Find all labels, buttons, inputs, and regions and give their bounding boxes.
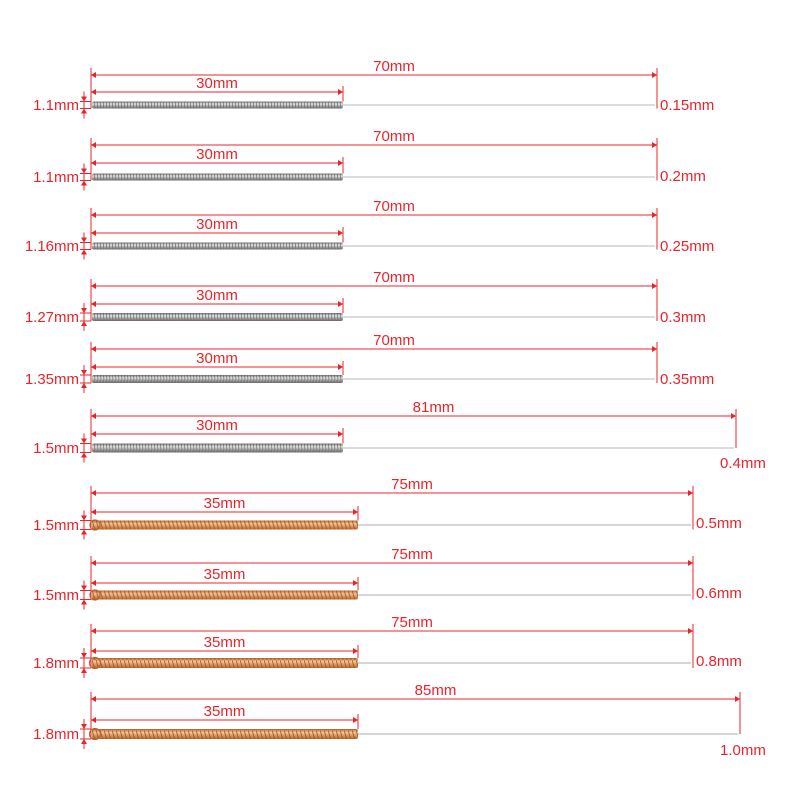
needle-row: 70mm 30mm 1.16mm 0.25mm [25, 198, 714, 260]
handle-diameter-marker [80, 91, 91, 119]
coil-length-dimension [91, 580, 358, 586]
handle-diameter-marker [80, 648, 91, 678]
handle-diameter-label: 1.5mm [33, 517, 79, 534]
total-length-label: 75mm [391, 476, 433, 493]
needle-row: 75mm 35mm 1.8mm 0.8mm [33, 614, 742, 678]
handle-coil-texture [92, 173, 343, 181]
total-length-label: 81mm [413, 399, 455, 416]
handle-diameter-marker [80, 232, 91, 260]
needle-diameter-label: 1.0mm [720, 742, 766, 759]
total-length-dimension [91, 72, 657, 78]
handle-diameter-marker [80, 303, 91, 331]
total-length-dimension [91, 413, 736, 419]
coil-length-label: 35mm [204, 495, 246, 512]
total-length-label: 70mm [373, 198, 415, 215]
coil-length-dimension [91, 509, 358, 515]
total-length-label: 75mm [391, 614, 433, 631]
handle-diameter-marker [80, 719, 91, 749]
total-length-dimension [91, 283, 657, 289]
needle-row: 81mm 30mm 1.5mm 0.4mm [33, 399, 766, 472]
needle-row: 70mm 30mm 1.35mm 0.35mm [25, 332, 714, 393]
coil-length-label: 30mm [196, 350, 238, 367]
needle-row: 70mm 30mm 1.1mm 0.2mm [33, 128, 706, 191]
coil-length-label: 30mm [196, 417, 238, 434]
coil-length-label: 30mm [196, 75, 238, 92]
total-length-dimension [91, 628, 693, 634]
total-length-label: 70mm [373, 332, 415, 349]
handle-diameter-label: 1.16mm [25, 238, 79, 255]
coil-length-dimension [91, 717, 358, 723]
needle-row: 75mm 35mm 1.5mm 0.6mm [33, 546, 742, 610]
handle-coil-texture [92, 590, 358, 600]
needle-diameter-label: 0.35mm [660, 371, 714, 388]
total-length-dimension [91, 346, 657, 352]
needle-row: 70mm 30mm 1.27mm 0.3mm [25, 269, 706, 331]
coil-length-label: 35mm [204, 566, 246, 583]
needle-row: 70mm 30mm 1.1mm 0.15mm [33, 58, 714, 119]
coil-length-label: 35mm [204, 703, 246, 720]
handle-coil-texture [92, 313, 343, 321]
total-length-dimension [91, 142, 657, 148]
handle-coil-texture [92, 520, 358, 530]
coil-length-label: 35mm [204, 634, 246, 651]
needle-diameter-label: 0.25mm [660, 238, 714, 255]
coil-length-dimension [91, 89, 343, 95]
handle-diameter-label: 1.35mm [25, 371, 79, 388]
handle-diameter-label: 1.1mm [33, 97, 79, 114]
needle-diameter-label: 0.8mm [696, 653, 742, 670]
handle-coil-texture [92, 242, 343, 250]
handle-tail-loop [89, 519, 101, 531]
total-length-label: 70mm [373, 128, 415, 145]
handle-tail-loop [88, 727, 102, 741]
total-length-dimension [91, 490, 693, 496]
handle-diameter-label: 1.27mm [25, 309, 79, 326]
handle-diameter-marker [80, 433, 91, 463]
handle-coil-texture [92, 658, 358, 668]
needle-diameter-label: 0.15mm [660, 97, 714, 114]
needle-row: 85mm 35mm 1.8mm 1.0mm [33, 682, 766, 759]
handle-diameter-label: 1.8mm [33, 655, 79, 672]
coil-length-dimension [91, 364, 343, 370]
needle-diameter-label: 0.3mm [660, 309, 706, 326]
handle-coil-texture [92, 443, 343, 453]
coil-length-label: 30mm [196, 287, 238, 304]
handle-diameter-marker [80, 510, 91, 540]
needle-diameter-label: 0.6mm [696, 585, 742, 602]
handle-diameter-marker [80, 580, 91, 610]
needle-diameter-label: 0.4mm [720, 455, 766, 472]
total-length-dimension [91, 560, 693, 566]
coil-length-dimension [91, 648, 358, 654]
coil-length-label: 30mm [196, 216, 238, 233]
total-length-label: 70mm [373, 269, 415, 286]
coil-length-dimension [91, 160, 343, 166]
total-length-label: 75mm [391, 546, 433, 563]
handle-tail-loop [89, 589, 101, 601]
handle-diameter-label: 1.5mm [33, 440, 79, 457]
handle-diameter-label: 1.5mm [33, 587, 79, 604]
handle-diameter-marker [80, 365, 91, 393]
coil-length-dimension [91, 301, 343, 307]
total-length-label: 70mm [373, 58, 415, 75]
total-length-label: 85mm [415, 682, 457, 699]
needle-diameter-label: 0.5mm [696, 515, 742, 532]
needle-row: 75mm 35mm 1.5mm 0.5mm [33, 476, 742, 540]
needle-diameter-label: 0.2mm [660, 168, 706, 185]
coil-length-label: 30mm [196, 146, 238, 163]
total-length-dimension [91, 212, 657, 218]
handle-diameter-label: 1.1mm [33, 169, 79, 186]
coil-length-dimension [91, 230, 343, 236]
handle-tail-loop [88, 656, 102, 670]
total-length-dimension [91, 696, 740, 702]
handle-coil-texture [92, 375, 343, 383]
coil-length-dimension [91, 431, 343, 437]
handle-diameter-label: 1.8mm [33, 726, 79, 743]
handle-coil-texture [92, 101, 343, 109]
handle-diameter-marker [80, 163, 91, 191]
handle-coil-texture [92, 729, 358, 739]
